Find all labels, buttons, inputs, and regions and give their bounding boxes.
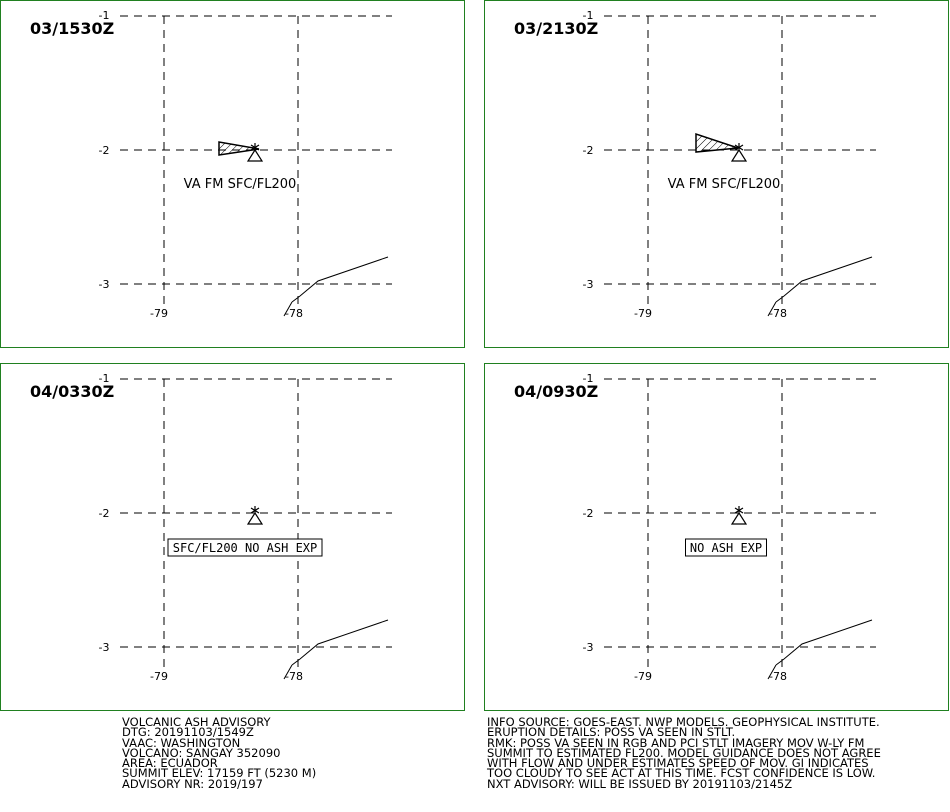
coastline [775, 619, 873, 666]
longitude-label: -78 [285, 307, 303, 320]
latitude-label: -3 [583, 278, 594, 291]
coastline [767, 301, 777, 317]
coastline [767, 664, 777, 680]
panel-frame [484, 363, 949, 711]
ash-altitude-label: VA FM SFC/FL200 [184, 177, 297, 192]
volcano-triangle-icon [246, 143, 264, 162]
latitude-label: -2 [583, 507, 594, 520]
panel-frame [484, 0, 949, 348]
no-ash-label: SFC/FL200 NO ASH EXP [173, 541, 318, 555]
volcano-triangle-icon [246, 506, 264, 525]
longitude-label: -78 [769, 307, 787, 320]
advisory-right-line: SUMMIT TO ESTIMATED FL200. MODEL GUIDANC… [487, 745, 881, 760]
forecast-time-label: 03/2130Z [514, 19, 598, 38]
longitude-label: -79 [150, 670, 168, 683]
latitude-label: -2 [99, 507, 110, 520]
no-ash-label-box: NO ASH EXP [685, 538, 767, 557]
advisory-text-right: INFO SOURCE: GOES-EAST. NWP MODELS. GEOP… [487, 715, 881, 791]
volcano-triangle-icon [730, 506, 748, 525]
coastline [291, 619, 389, 666]
latitude-label: -1 [99, 372, 110, 385]
panel-frame [0, 363, 465, 711]
ash-altitude-label: VA FM SFC/FL200 [668, 177, 781, 192]
advisory-right-line: INFO SOURCE: GOES-EAST. NWP MODELS. GEOP… [487, 715, 880, 729]
advisory-left-line: VOLCANIC ASH ADVISORY [122, 715, 271, 729]
advisory-right-line: RMK: POSS VA SEEN IN RGB AND PCI STLT IM… [487, 735, 865, 750]
coastline [291, 256, 389, 303]
forecast-panel-4: -1 -2 -3 -79 -78 04/0930Z NO ASH EXP [484, 363, 949, 711]
longitude-label: -78 [285, 670, 303, 683]
latitude-label: -3 [583, 641, 594, 654]
latitude-label: -2 [99, 144, 110, 157]
advisory-left-line: VOLCANO: SANGAY 352090 [122, 745, 281, 760]
latitude-label: -3 [99, 641, 110, 654]
forecast-panel-3: -1 -2 -3 -79 -78 04/0330Z SFC/FL200 NO ASH EXP [0, 363, 465, 711]
coastline [283, 301, 293, 317]
latitude-label: -1 [583, 9, 594, 22]
advisory-left-line: DTG: 20191103/1549Z [122, 725, 254, 740]
longitude-label: -79 [634, 670, 652, 683]
volcano-triangle-icon [730, 143, 748, 162]
forecast-map: -1 -2 -3 -79 -78 03/2130Z VA FM SFC/FL200 [484, 0, 949, 348]
longitude-label: -79 [634, 307, 652, 320]
ash-cloud-area [218, 141, 260, 156]
forecast-time-label: 04/0930Z [514, 382, 598, 401]
advisory-left-line: ADVISORY NR: 2019/197 [122, 776, 263, 791]
latitude-label: -3 [99, 278, 110, 291]
advisory-right-line: TOO CLOUDY TO SEE ACT AT THIS TIME. FCST… [487, 766, 876, 781]
ash-cloud-area [695, 132, 739, 153]
forecast-time-label: 04/0330Z [30, 382, 114, 401]
forecast-time-label: 03/1530Z [30, 19, 114, 38]
advisory-text-left: VOLCANIC ASH ADVISORY DTG: 20191103/1549Z… [122, 715, 317, 791]
advisory-left-line: SUMMIT ELEV: 17159 FT (5230 M) [122, 766, 317, 781]
advisory-left-line: VAAC: WASHINGTON [122, 735, 241, 750]
longitude-label: -78 [769, 670, 787, 683]
no-ash-label-box: SFC/FL200 NO ASH EXP [167, 538, 323, 557]
advisory-left-line: AREA: ECUADOR [122, 756, 218, 771]
coastline [775, 256, 873, 303]
advisory-right-line: NXT ADVISORY: WILL BE ISSUED BY 20191103… [487, 776, 793, 791]
latitude-label: -2 [583, 144, 594, 157]
forecast-map: -1 -2 -3 -79 -78 03/1530Z VA FM SFC/FL200 [0, 0, 465, 348]
advisory-right-line: WITH FLOW AND UNDER ESTIMATES SPEED OF M… [487, 756, 869, 771]
forecast-map: -1 -2 -3 -79 -78 04/0930Z NO ASH EXP [484, 363, 949, 711]
forecast-panel-1: -1 -2 -3 -79 -78 03/1530Z VA FM SFC/FL200 [0, 0, 465, 348]
latitude-label: -1 [99, 9, 110, 22]
latitude-label: -1 [583, 372, 594, 385]
advisory-right-line: ERUPTION DETAILS: POSS VA SEEN IN STLT. [487, 725, 736, 740]
forecast-panel-2: -1 -2 -3 -79 -78 03/2130Z VA FM SFC/FL200 [484, 0, 949, 348]
longitude-label: -79 [150, 307, 168, 320]
no-ash-label: NO ASH EXP [690, 541, 762, 555]
forecast-map: -1 -2 -3 -79 -78 04/0330Z SFC/FL200 NO ASH EXP [0, 363, 465, 711]
coastline [283, 664, 293, 680]
panel-frame [0, 0, 465, 348]
